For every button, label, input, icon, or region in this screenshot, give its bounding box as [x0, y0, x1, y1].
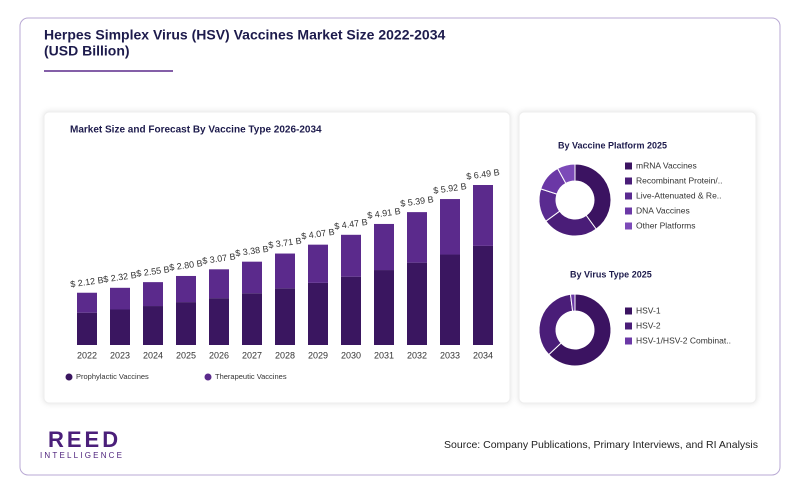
value-label: $ 6.49 B — [466, 167, 501, 182]
x-tick-label: 2031 — [374, 350, 394, 360]
bar-segment — [77, 312, 97, 345]
value-label: $ 4.07 B — [301, 227, 336, 242]
bar-segment — [143, 306, 163, 345]
legend-swatch — [625, 192, 632, 200]
bar-segment — [374, 223, 394, 271]
legend-swatch — [625, 207, 632, 215]
x-tick-label: 2032 — [407, 350, 427, 360]
bar-segment — [308, 244, 328, 283]
legend-swatch — [65, 373, 73, 381]
value-label: $ 3.71 B — [268, 236, 303, 251]
value-label: $ 2.55 B — [136, 264, 171, 279]
bar-segment — [110, 287, 130, 310]
source: Source: Company Publications, Primary In… — [444, 439, 758, 451]
x-tick-label: 2034 — [473, 350, 493, 360]
legend-label: Recombinant Protein/.. — [636, 175, 722, 185]
donut-slice — [548, 293, 612, 367]
bar-segment — [440, 199, 460, 255]
x-tick-label: 2024 — [143, 350, 163, 360]
bar-segment — [440, 254, 460, 345]
bar-segment — [242, 293, 262, 345]
legend-swatch — [625, 307, 632, 315]
legend-label: HSV-1/HSV-2 Combinat.. — [636, 335, 731, 345]
chart-title: By Virus Type 2025 — [570, 269, 652, 279]
legend-label: mRNA Vaccines — [636, 160, 697, 170]
bar-segment — [209, 298, 229, 345]
legend-label: Live-Attenuated & Re.. — [636, 190, 722, 200]
bar-segment — [407, 262, 427, 345]
legend-label: Other Platforms — [636, 220, 696, 230]
x-tick-label: 2022 — [77, 350, 97, 360]
bar-segment — [473, 245, 493, 345]
donut-slice — [574, 163, 612, 230]
bar-segment — [275, 253, 295, 289]
x-tick-label: 2030 — [341, 350, 361, 360]
value-label: $ 3.07 B — [202, 251, 237, 266]
chart-title: By Vaccine Platform 2025 — [558, 140, 667, 150]
value-label: $ 4.91 B — [367, 206, 402, 221]
legend-swatch — [625, 337, 632, 345]
bar-segment — [374, 270, 394, 345]
bar-segment — [341, 234, 361, 277]
x-tick-label: 2033 — [440, 350, 460, 360]
legend-label: Therapeutic Vaccines — [215, 372, 287, 381]
x-tick-label: 2027 — [242, 350, 262, 360]
legend-label: Prophylactic Vaccines — [76, 372, 149, 381]
logo-name: REED — [48, 427, 121, 452]
x-tick-label: 2025 — [176, 350, 196, 360]
x-tick-label: 2026 — [209, 350, 229, 360]
legend-swatch — [204, 373, 212, 381]
bar-segment — [143, 282, 163, 307]
value-label: $ 3.38 B — [235, 244, 270, 259]
value-label: $ 5.92 B — [433, 181, 468, 196]
bar-segment — [176, 275, 196, 303]
x-tick-label: 2023 — [110, 350, 130, 360]
page-title: (USD Billion) — [44, 43, 130, 59]
x-tick-label: 2029 — [308, 350, 328, 360]
value-label: $ 2.80 B — [169, 258, 204, 273]
legend-swatch — [625, 222, 632, 230]
logo-tagline: INTELLIGENCE — [40, 451, 124, 460]
legend-swatch — [625, 162, 632, 170]
donut-slice — [556, 163, 576, 185]
pie-card — [518, 111, 757, 404]
value-label: $ 4.47 B — [334, 217, 369, 232]
x-tick-label: 2028 — [275, 350, 295, 360]
chart-title: Market Size and Forecast By Vaccine Type… — [70, 125, 322, 136]
bar-segment — [308, 282, 328, 345]
legend-swatch — [625, 177, 632, 185]
value-label: $ 2.32 B — [103, 270, 138, 285]
bar-segment — [341, 276, 361, 345]
legend-label: HSV-2 — [636, 320, 661, 330]
bar-segment — [275, 288, 295, 345]
bar-segment — [77, 292, 97, 313]
bar-segment — [176, 302, 196, 345]
page-title: Herpes Simplex Virus (HSV) Vaccines Mark… — [44, 27, 446, 43]
bar-segment — [407, 212, 427, 263]
value-label: $ 5.39 B — [400, 194, 435, 209]
bar-segment — [110, 309, 130, 345]
legend-label: DNA Vaccines — [636, 205, 690, 215]
legend-swatch — [625, 322, 632, 330]
legend-label: HSV-1 — [636, 305, 661, 315]
donut-slice — [569, 293, 576, 312]
value-label: $ 2.12 B — [70, 275, 105, 290]
bar-segment — [242, 261, 262, 294]
bar-segment — [209, 269, 229, 299]
bar-segment — [473, 185, 493, 246]
